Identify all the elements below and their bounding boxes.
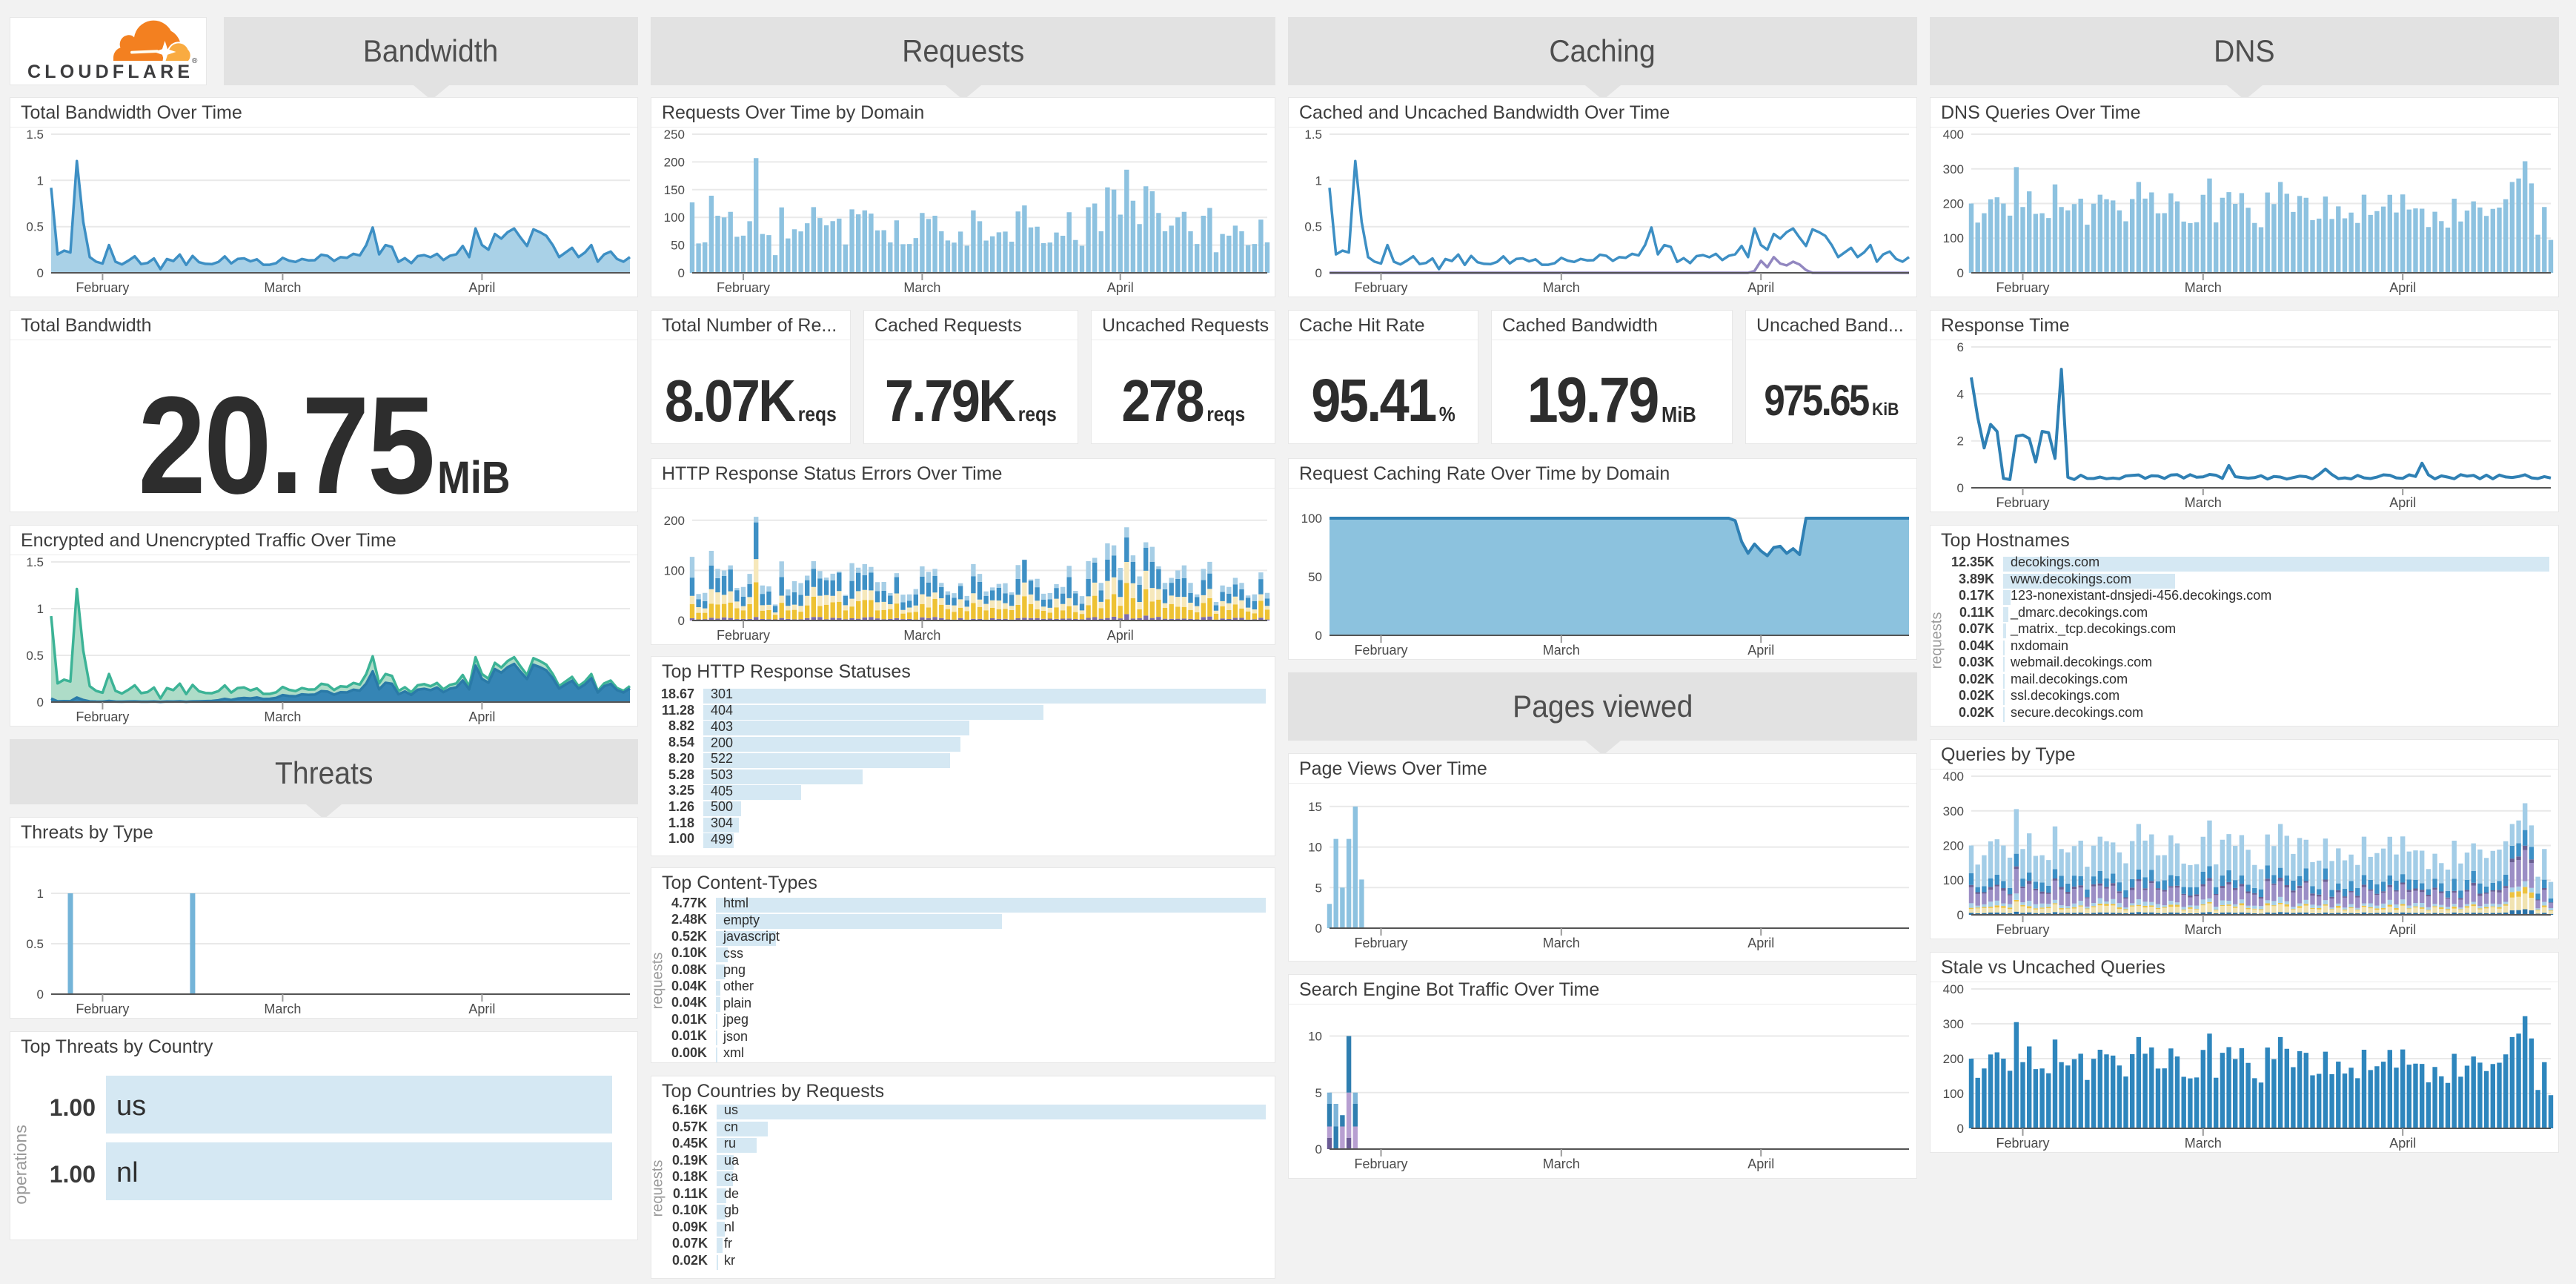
svg-text:100: 100 [1301, 512, 1322, 526]
svg-text:March: March [2185, 495, 2222, 510]
svg-text:100: 100 [1943, 231, 1964, 245]
svg-text:100: 100 [664, 211, 685, 225]
svg-text:0: 0 [37, 987, 44, 1002]
svg-text:April: April [1747, 280, 1774, 295]
svg-text:200: 200 [664, 155, 685, 169]
svg-text:100: 100 [664, 563, 685, 578]
svg-text:0.5: 0.5 [26, 649, 44, 663]
svg-text:1: 1 [37, 173, 44, 188]
svg-text:0: 0 [1957, 266, 1964, 280]
svg-text:6: 6 [1957, 340, 1964, 354]
svg-text:March: March [1543, 643, 1580, 658]
svg-text:150: 150 [664, 183, 685, 197]
svg-text:0: 0 [1315, 1142, 1322, 1156]
svg-text:5: 5 [1315, 1086, 1322, 1100]
svg-text:April: April [468, 280, 495, 295]
svg-text:400: 400 [1943, 128, 1964, 142]
svg-text:March: March [903, 628, 940, 643]
svg-text:200: 200 [1943, 1052, 1964, 1066]
svg-text:February: February [1354, 643, 1407, 658]
svg-text:0: 0 [1315, 921, 1322, 936]
svg-text:February: February [76, 280, 129, 295]
svg-text:0: 0 [1957, 908, 1964, 922]
svg-text:April: April [1747, 643, 1774, 658]
svg-text:300: 300 [1943, 162, 1964, 176]
svg-text:March: March [264, 280, 301, 295]
svg-text:0: 0 [37, 695, 44, 709]
svg-text:March: March [1543, 280, 1580, 295]
svg-text:200: 200 [1943, 197, 1964, 211]
svg-text:April: April [1747, 936, 1774, 950]
svg-text:April: April [468, 1002, 495, 1016]
svg-text:February: February [76, 709, 129, 724]
svg-text:February: February [1354, 936, 1407, 950]
svg-text:March: March [2185, 1136, 2222, 1151]
svg-text:400: 400 [1943, 982, 1964, 996]
svg-text:February: February [717, 280, 770, 295]
svg-text:400: 400 [1943, 770, 1964, 784]
svg-text:0.5: 0.5 [1304, 220, 1322, 234]
svg-text:5: 5 [1315, 881, 1322, 895]
svg-text:March: March [2185, 922, 2222, 937]
svg-text:April: April [2389, 1136, 2416, 1151]
svg-text:March: March [1543, 936, 1580, 950]
svg-text:10: 10 [1308, 841, 1322, 855]
svg-text:0: 0 [1957, 1122, 1964, 1136]
svg-text:1: 1 [37, 887, 44, 901]
svg-text:0: 0 [37, 266, 44, 280]
svg-text:250: 250 [664, 128, 685, 142]
svg-text:®: ® [192, 57, 198, 65]
svg-text:February: February [1996, 495, 2049, 510]
svg-text:2: 2 [1957, 434, 1964, 449]
svg-text:February: February [1354, 1156, 1407, 1171]
svg-text:0: 0 [1315, 266, 1322, 280]
svg-text:0: 0 [678, 614, 685, 628]
svg-text:April: April [468, 709, 495, 724]
svg-text:0.5: 0.5 [26, 220, 44, 234]
svg-text:April: April [1107, 280, 1134, 295]
svg-text:1: 1 [37, 602, 44, 616]
svg-text:March: March [1543, 1156, 1580, 1171]
svg-text:April: April [2389, 495, 2416, 510]
svg-text:200: 200 [664, 514, 685, 528]
svg-text:300: 300 [1943, 1017, 1964, 1031]
svg-text:February: February [1996, 922, 2049, 937]
svg-text:April: April [1107, 628, 1134, 643]
svg-text:February: February [1996, 1136, 2049, 1151]
svg-text:March: March [903, 280, 940, 295]
svg-text:April: April [2389, 922, 2416, 937]
svg-text:50: 50 [671, 239, 685, 253]
svg-text:March: March [2185, 280, 2222, 295]
svg-text:February: February [1354, 280, 1407, 295]
svg-text:300: 300 [1943, 804, 1964, 818]
svg-text:1.5: 1.5 [26, 128, 44, 142]
svg-text:1.5: 1.5 [1304, 128, 1322, 142]
svg-text:200: 200 [1943, 839, 1964, 853]
svg-text:February: February [717, 628, 770, 643]
svg-text:March: March [264, 709, 301, 724]
svg-text:100: 100 [1943, 1087, 1964, 1101]
svg-text:0.5: 0.5 [26, 937, 44, 951]
svg-text:0: 0 [1315, 629, 1322, 643]
svg-text:CLOUDFLARE: CLOUDFLARE [27, 62, 193, 82]
svg-text:February: February [1996, 280, 2049, 295]
svg-text:50: 50 [1308, 570, 1322, 584]
svg-text:0: 0 [678, 266, 685, 280]
svg-text:0: 0 [1957, 481, 1964, 495]
svg-text:10: 10 [1308, 1030, 1322, 1044]
svg-text:15: 15 [1308, 800, 1322, 814]
svg-text:1.5: 1.5 [26, 555, 44, 569]
svg-text:April: April [2389, 280, 2416, 295]
svg-text:March: March [264, 1002, 301, 1016]
svg-text:April: April [1747, 1156, 1774, 1171]
svg-text:February: February [76, 1002, 129, 1016]
svg-text:100: 100 [1943, 873, 1964, 887]
svg-text:4: 4 [1957, 387, 1964, 401]
svg-text:1: 1 [1315, 173, 1322, 188]
